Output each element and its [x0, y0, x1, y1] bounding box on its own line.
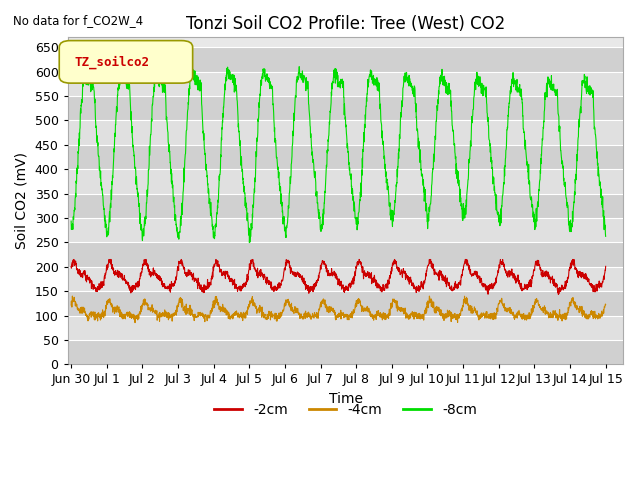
-8cm: [494, 209, 502, 215]
Bar: [68, 291, 623, 316]
-8cm: [555, 114, 563, 120]
Bar: [68, 242, 623, 267]
Text: No data for f_CO2W_4: No data for f_CO2W_4: [13, 14, 143, 27]
Bar: [68, 96, 623, 120]
-4cm: [354, 300, 362, 305]
-4cm: [555, 313, 563, 319]
-8cm: [570, 201, 577, 207]
Bar: [68, 120, 623, 145]
Bar: [68, 72, 623, 96]
-2cm: [494, 271, 502, 276]
-2cm: [216, 268, 224, 274]
Bar: [68, 47, 623, 72]
-4cm: [131, 320, 139, 325]
Title: Tonzi Soil CO2 Profile: Tree (West) CO2: Tonzi Soil CO2 Profile: Tree (West) CO2: [186, 15, 505, 33]
-4cm: [570, 299, 577, 305]
-4cm: [494, 304, 502, 310]
-2cm: [70, 257, 77, 263]
-4cm: [67, 302, 75, 308]
-2cm: [365, 270, 373, 276]
-8cm: [354, 221, 362, 227]
-8cm: [216, 165, 224, 171]
Bar: [68, 169, 623, 193]
Bar: [68, 193, 623, 218]
-8cm: [366, 72, 374, 78]
Line: -4cm: -4cm: [71, 296, 605, 323]
Text: TZ_soilco2: TZ_soilco2: [74, 55, 149, 69]
Legend: -2cm, -4cm, -8cm: -2cm, -4cm, -8cm: [209, 398, 483, 423]
-2cm: [555, 291, 563, 297]
Bar: [68, 340, 623, 364]
Bar: [68, 145, 623, 169]
-4cm: [602, 302, 609, 308]
Line: -2cm: -2cm: [71, 260, 605, 294]
-4cm: [217, 305, 225, 311]
-2cm: [602, 264, 609, 269]
-8cm: [602, 233, 609, 239]
-8cm: [154, 64, 162, 70]
Bar: [68, 316, 623, 340]
Y-axis label: Soil CO2 (mV): Soil CO2 (mV): [15, 152, 29, 250]
-4cm: [366, 309, 374, 315]
-2cm: [554, 291, 562, 297]
-8cm: [67, 218, 75, 224]
Bar: [68, 267, 623, 291]
-8cm: [246, 240, 253, 245]
FancyBboxPatch shape: [60, 41, 193, 83]
-4cm: [68, 293, 76, 299]
Line: -8cm: -8cm: [71, 67, 605, 242]
-2cm: [570, 260, 577, 265]
X-axis label: Time: Time: [328, 392, 362, 406]
-2cm: [354, 259, 362, 264]
Bar: [68, 218, 623, 242]
-2cm: [67, 264, 75, 269]
